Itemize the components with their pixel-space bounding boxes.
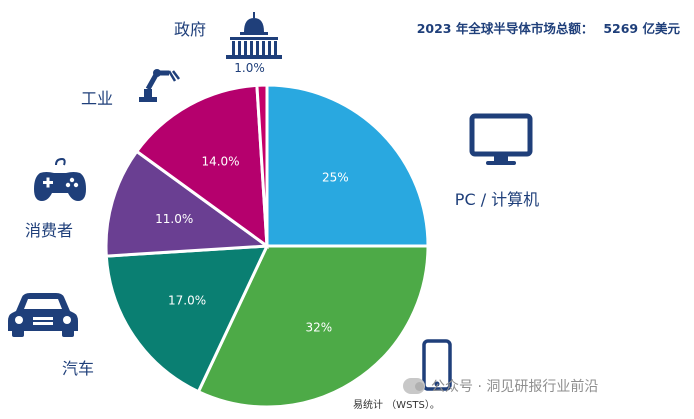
gamepad-icon: [34, 157, 86, 201]
wechat-icon: [403, 378, 425, 394]
pie-slice-government: [255, 83, 269, 247]
slice-label-slice-1: 32%: [305, 321, 332, 335]
headline-value: 5269 亿美元: [603, 21, 680, 36]
source-note: 易统计 （WSTS）。: [353, 400, 440, 411]
slice-label-auto: 17.0%: [168, 293, 206, 307]
pie-slices: [104, 83, 430, 409]
slice-value-labels: 25% 32% 17.0% 11.0% 14.0% 1.0%: [155, 61, 348, 335]
chart-headline: 2023 年全球半导体市场总额： 5269 亿美元: [417, 18, 680, 37]
smartphone-icon: [422, 339, 452, 391]
slice-label-pc: 25%: [322, 171, 349, 185]
category-label-industrial: 工业: [81, 89, 113, 108]
pie-slice-industrial: [134, 83, 269, 250]
pie-slice-pc: [265, 83, 430, 248]
car-icon: [8, 293, 78, 337]
category-label-auto: 汽车: [62, 359, 94, 378]
headline-title: 2023 年全球半导体市场总额：: [416, 21, 594, 36]
category-label-government: 政府: [174, 20, 206, 39]
capitol-building-icon: [226, 12, 282, 59]
pie-slice-slice-1: [196, 244, 430, 409]
category-label-pc: PC / 计算机: [455, 190, 539, 209]
watermark: 公众号 · 洞见研报行业前沿: [403, 376, 598, 396]
slice-label-government: 1.0%: [234, 61, 265, 75]
category-label-consumer: 消费者: [25, 221, 73, 240]
slice-label-industrial: 14.0%: [201, 154, 239, 168]
slice-label-consumer: 11.0%: [155, 212, 193, 226]
robot-arm-icon: [139, 69, 180, 102]
category-icons: [8, 12, 533, 391]
pie-slice-consumer: [104, 149, 272, 258]
monitor-icon: [469, 113, 533, 165]
pie-slice-auto: [104, 244, 270, 394]
watermark-text: 公众号 · 洞见研报行业前沿: [431, 379, 599, 395]
